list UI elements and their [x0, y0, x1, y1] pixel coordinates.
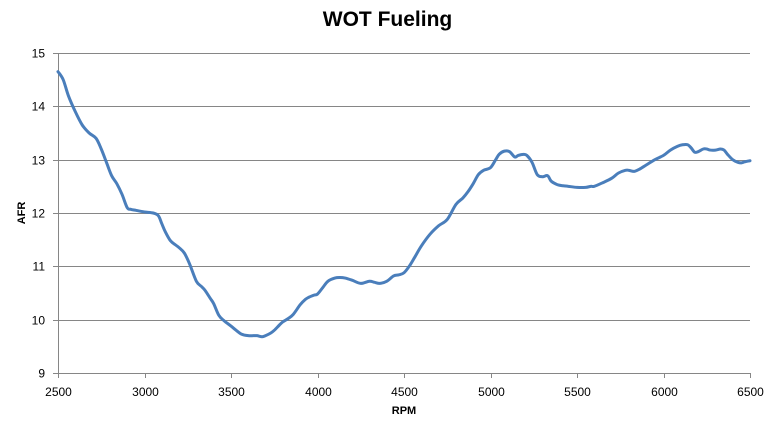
series-line	[56, 70, 752, 339]
y-tick-label: 9	[38, 367, 45, 381]
y-tick-label: 11	[33, 260, 46, 274]
x-tick-label: 4500	[391, 385, 418, 399]
x-tick-label: 3000	[132, 385, 159, 399]
y-tick-label: 12	[32, 207, 46, 221]
x-axis-title: RPM	[392, 405, 416, 417]
x-tick-label: 2500	[45, 385, 72, 399]
x-tick-label: 5000	[478, 385, 505, 399]
y-axis-title: AFR	[16, 202, 28, 225]
x-tick-label: 6500	[737, 385, 764, 399]
x-tick-label: 5500	[564, 385, 591, 399]
y-tick-label: 14	[32, 100, 46, 114]
y-tick-label: 13	[32, 154, 46, 168]
x-tick-label: 3500	[218, 385, 245, 399]
chart-title: WOT Fueling	[322, 8, 453, 31]
y-tick-label: 15	[32, 47, 46, 61]
y-tick-label: 10	[32, 314, 46, 328]
x-tick-label: 4000	[305, 385, 332, 399]
x-tick-label: 6000	[651, 385, 678, 399]
